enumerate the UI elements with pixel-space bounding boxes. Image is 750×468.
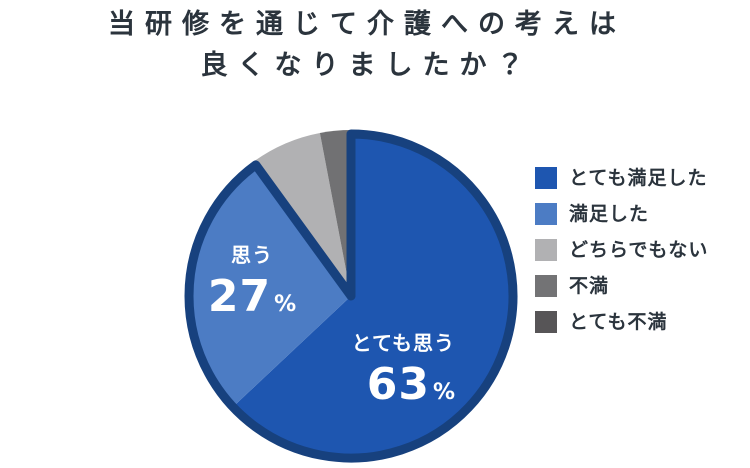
legend-label: 満足した (569, 203, 650, 225)
pie-label-omou-value: 27% (192, 275, 312, 319)
legend-label: 不満 (569, 275, 610, 297)
legend-item-totemo-manzoku: とても満足した (535, 167, 708, 189)
pie-label-omou-number: 27 (207, 271, 272, 322)
pie-label-totemo-omou-value: 63% (305, 363, 455, 407)
legend-label: とても満足した (569, 167, 708, 189)
legend-label: どちらでもない (569, 239, 709, 261)
legend-swatch (535, 275, 557, 297)
legend-item-totemo-fuman: とても不満 (535, 311, 708, 333)
pie-slice-1 (188, 164, 351, 407)
pie-slice-3 (319, 130, 351, 296)
chart-title: 当研修を通じて介護への考えは 良くなりましたか？ (0, 4, 734, 86)
legend-swatch (535, 311, 557, 333)
legend-item-fuman: 不満 (535, 275, 708, 297)
percent-sign: % (432, 380, 455, 405)
legend-label: とても不満 (569, 311, 668, 333)
pie-slice-0 (232, 134, 514, 458)
legend-swatch (535, 239, 557, 261)
percent-sign: % (274, 292, 297, 317)
chart-title-line2: 良くなりましたか？ (200, 50, 534, 81)
pie-slices-group (184, 129, 518, 463)
pie-outline (184, 129, 518, 463)
legend-item-dochirademonai: どちらでもない (535, 239, 708, 261)
pie-label-totemo-omou-number: 63 (366, 359, 430, 410)
pie-label-totemo-omou-name: とても思う (351, 331, 455, 355)
chart-title-line1: 当研修を通じて介護への考えは (108, 9, 626, 40)
legend-item-manzoku: 満足した (535, 203, 708, 225)
pie-label-totemo-omou: とても思う 63% (305, 331, 455, 407)
pie-label-omou-name: 思う (231, 243, 273, 267)
legend: とても満足した 満足した どちらでもない 不満 とても不満 (535, 167, 708, 347)
pie-label-omou: 思う 27% (192, 243, 312, 319)
legend-swatch (535, 167, 557, 189)
legend-swatch (535, 203, 557, 225)
